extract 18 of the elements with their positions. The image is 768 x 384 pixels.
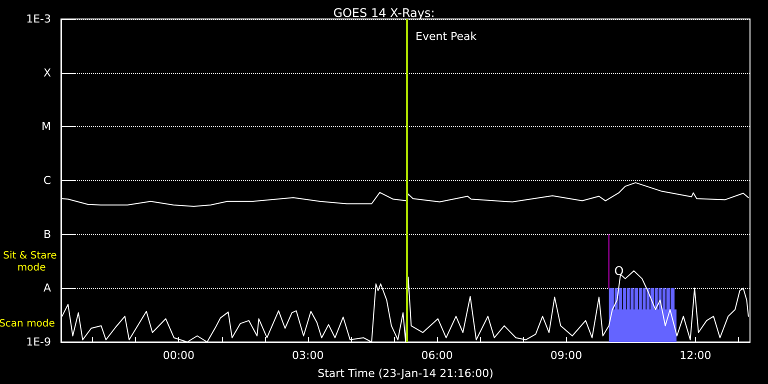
y-tick-label: C [43, 174, 52, 187]
x-tick-label: 12:00 [680, 349, 712, 362]
x-tick-label: 03:00 [292, 349, 324, 362]
x-axis-title: Start Time (23-Jan-14 21:16:00) [318, 367, 494, 380]
chart-title: GOES 14 X-Rays: [333, 6, 435, 20]
y-tick-label: 1E-9 [26, 336, 51, 348]
text: Scan mode [0, 318, 55, 330]
text: Sit & Stare mode [3, 250, 57, 274]
y-tick-label: M [42, 120, 51, 134]
y-tick-label: A [43, 282, 52, 295]
ref-line-label: Event Peak [415, 30, 478, 43]
x-tick-label: 06:00 [421, 349, 453, 362]
y-tick-label: B [43, 228, 51, 241]
y-tick-label: 1E-3 [26, 12, 51, 26]
y-tick-label: X [43, 66, 52, 80]
x-tick-label: 00:00 [162, 349, 195, 362]
annotation: O [614, 264, 624, 278]
x-tick-label: 09:00 [550, 349, 582, 362]
